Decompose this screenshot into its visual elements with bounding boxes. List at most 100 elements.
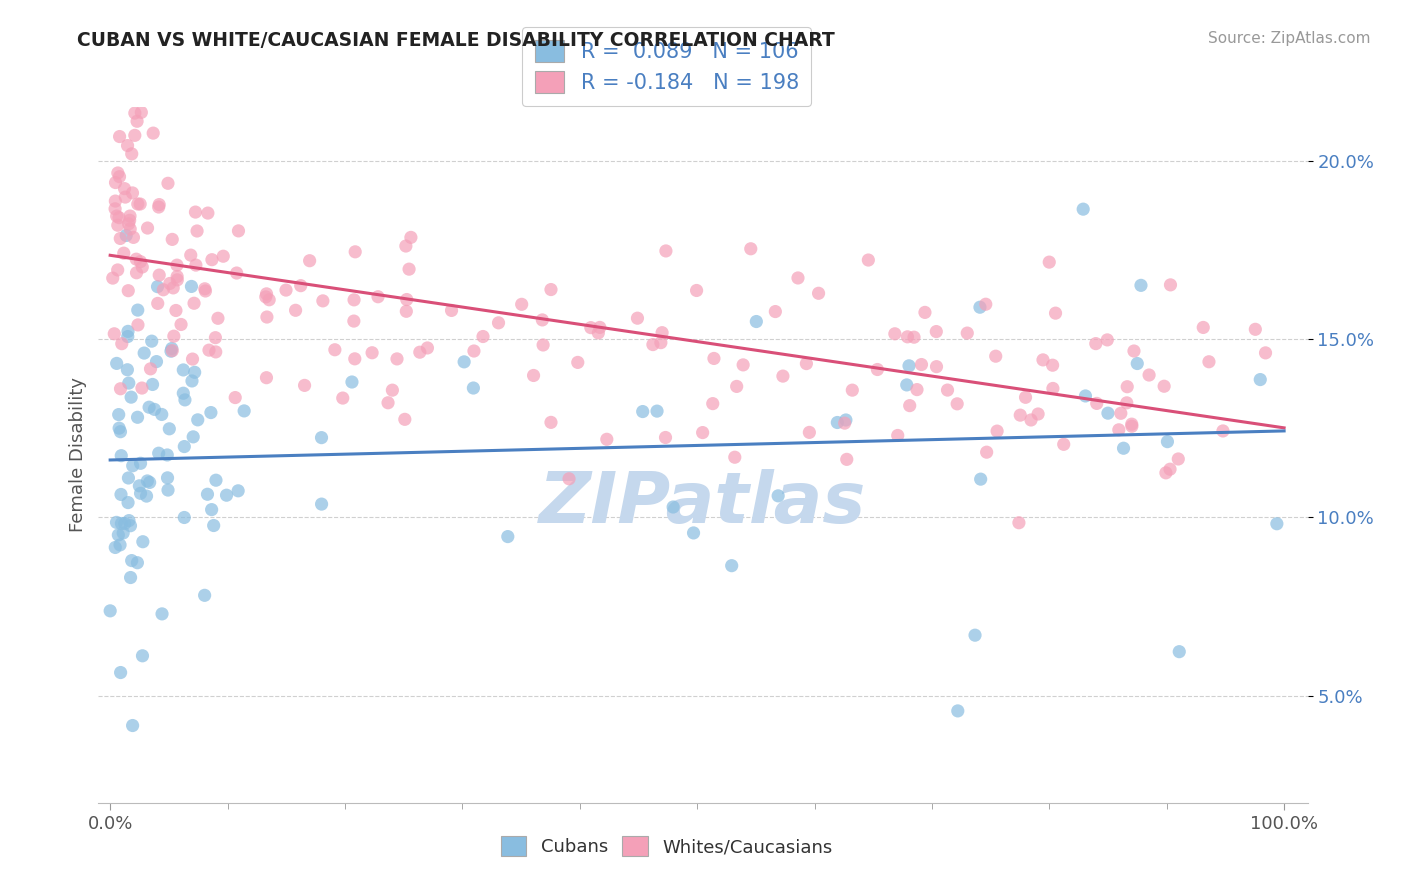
Point [641, 337, 664, 351]
Point [984, 349, 1007, 363]
Point [166, 273, 188, 287]
Point [194, 588, 217, 602]
Point [692, 425, 714, 440]
Point [645, 404, 668, 418]
Point [650, 335, 672, 350]
Point [186, 224, 208, 238]
Point [1121, 417, 1143, 432]
Point [858, 253, 880, 268]
Point [925, 359, 948, 374]
Point [1156, 434, 1178, 449]
Point [110, 516, 132, 531]
Point [974, 297, 997, 311]
Point [166, 258, 188, 272]
Point [976, 445, 998, 459]
Point [522, 368, 544, 383]
Point [146, 279, 169, 293]
Point [124, 106, 146, 120]
Point [187, 413, 209, 427]
Point [531, 313, 554, 327]
Point [787, 271, 810, 285]
Point [1159, 462, 1181, 476]
Point [946, 397, 969, 411]
Point [131, 260, 153, 274]
Point [127, 303, 149, 318]
Point [117, 329, 139, 343]
Point [343, 351, 366, 366]
Point [200, 406, 222, 420]
Point [117, 495, 139, 509]
Point [233, 404, 256, 418]
Point [969, 300, 991, 314]
Point [129, 197, 152, 211]
Point [1129, 278, 1152, 293]
Point [114, 190, 136, 204]
Point [866, 362, 889, 376]
Text: ZIPatlas: ZIPatlas [540, 469, 866, 538]
Point [725, 379, 748, 393]
Point [134, 346, 156, 360]
Point [463, 344, 485, 359]
Point [148, 197, 170, 211]
Point [394, 412, 416, 426]
Point [202, 518, 225, 533]
Point [472, 329, 495, 343]
Point [905, 383, 928, 397]
Point [110, 449, 132, 463]
Point [105, 356, 128, 370]
Point [142, 126, 165, 140]
Point [156, 471, 179, 485]
Point [589, 320, 612, 334]
Point [290, 278, 312, 293]
Point [887, 428, 910, 442]
Point [212, 249, 235, 263]
Point [1249, 373, 1271, 387]
Point [367, 290, 389, 304]
Point [925, 325, 948, 339]
Point [148, 446, 170, 460]
Point [332, 391, 354, 405]
Point [1026, 407, 1049, 421]
Point [146, 296, 169, 310]
Point [165, 303, 187, 318]
Point [105, 516, 128, 530]
Point [395, 304, 418, 318]
Point [1123, 344, 1146, 359]
Point [172, 363, 194, 377]
Point [160, 342, 183, 356]
Point [162, 343, 184, 358]
Point [463, 381, 485, 395]
Point [284, 303, 307, 318]
Point [834, 416, 856, 430]
Point [724, 450, 747, 465]
Point [896, 378, 918, 392]
Point [117, 284, 139, 298]
Point [963, 628, 986, 642]
Point [558, 472, 581, 486]
Point [1112, 442, 1135, 456]
Point [1014, 390, 1036, 404]
Point [156, 448, 179, 462]
Point [131, 381, 153, 395]
Point [1084, 336, 1107, 351]
Point [103, 326, 125, 341]
Point [183, 365, 205, 379]
Point [120, 222, 142, 236]
Point [127, 556, 149, 570]
Point [340, 375, 363, 389]
Point [903, 330, 925, 344]
Point [1168, 645, 1191, 659]
Point [257, 293, 280, 307]
Point [936, 383, 959, 397]
Point [183, 296, 205, 310]
Point [110, 425, 132, 439]
Point [631, 404, 654, 418]
Point [385, 351, 408, 366]
Point [588, 326, 610, 340]
Point [1116, 380, 1139, 394]
Point [108, 169, 131, 184]
Point [166, 269, 188, 284]
Point [311, 431, 333, 445]
Point [173, 510, 195, 524]
Point [121, 458, 143, 473]
